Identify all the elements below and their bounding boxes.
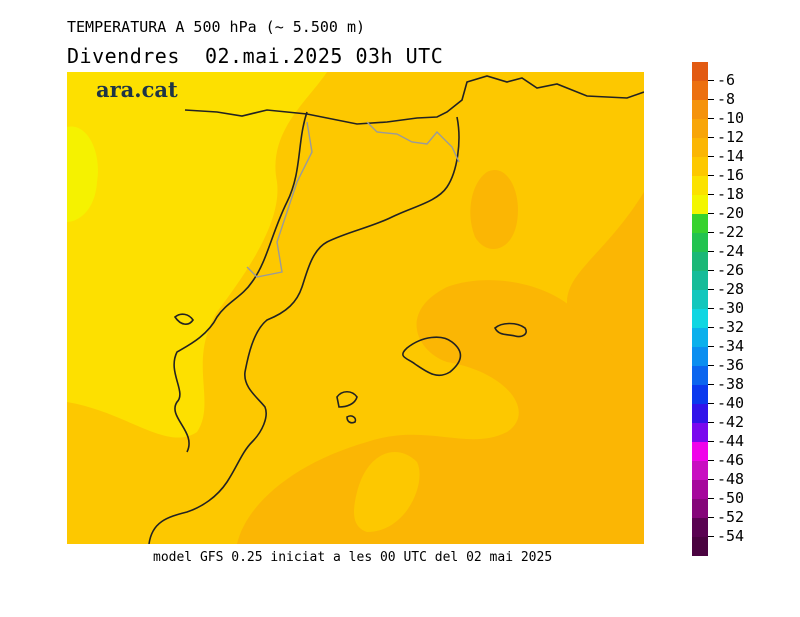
aracat-logo: ara.cat [96,77,178,102]
legend-swatch [692,195,708,214]
legend-swatch [692,138,708,157]
legend-swatch [692,290,708,309]
legend-label: -50 [708,489,744,508]
legend-swatch [692,518,708,537]
mallorca [402,336,462,377]
model-info: model GFS 0.25 iniciat a les 00 UTC del … [153,550,553,565]
legend-label: -12 [708,128,744,147]
legend-swatch [692,271,708,290]
legend-label: -46 [708,451,744,470]
legend-label: -18 [708,185,744,204]
legend-label: -32 [708,318,744,337]
legend-label: -24 [708,242,744,261]
legend-swatch [692,385,708,404]
legend-swatch [692,176,708,195]
legend-swatch [692,157,708,176]
legend-swatch [692,480,708,499]
legend-label: -38 [708,375,744,394]
ibiza [336,390,358,408]
legend-swatch [692,442,708,461]
legend-label: -6 [708,71,735,90]
temperature-map [67,72,644,544]
legend-swatch [692,461,708,480]
border-spain-france [366,121,460,163]
legend-swatch [692,404,708,423]
temp-field-ne-blob [470,170,518,249]
legend-label: -22 [708,223,744,242]
legend-swatch [692,119,708,138]
legend-swatches [692,62,708,556]
legend-label: -34 [708,337,744,356]
legend-label: -10 [708,109,744,128]
legend-swatch [692,100,708,119]
menorca [494,322,527,338]
legend-label: -26 [708,261,744,280]
legend-label: -30 [708,299,744,318]
legend-swatch [692,81,708,100]
temp-field-south [237,280,644,544]
coastline-catalonia [148,116,460,544]
legend-label: -48 [708,470,744,489]
legend-label: -42 [708,413,744,432]
legend-label: -20 [708,204,744,223]
border-andorra-aragon [246,121,313,278]
legend-swatch [692,309,708,328]
legend-swatch [692,214,708,233]
map-title: TEMPERATURA A 500 hPa (~ 5.500 m) [67,18,366,36]
legend-label: -52 [708,508,744,527]
border-aragon [173,111,308,453]
legend-label: -40 [708,394,744,413]
legend-swatch [692,62,708,81]
legend-label: -36 [708,356,744,375]
legend-label: -14 [708,147,744,166]
legend-swatch [692,366,708,385]
sardinia-hint [173,313,194,325]
legend-label: -54 [708,527,744,546]
legend-swatch [692,499,708,518]
temp-field-northwest [67,126,98,222]
legend-label: -16 [708,166,744,185]
legend-label: -44 [708,432,744,451]
legend-swatch [692,328,708,347]
legend-label: -8 [708,90,735,109]
temp-field-south-pocket [354,452,420,532]
map-date-line: Divendres 02.mai.2025 03h UTC [67,44,444,68]
legend-swatch [692,423,708,442]
legend-swatch [692,347,708,366]
legend-swatch [692,252,708,271]
formentera [346,415,357,424]
coastline-north [184,75,644,125]
legend-label: -28 [708,280,744,299]
legend-swatch-bottom [692,537,708,556]
legend-swatch [692,233,708,252]
temp-field-west [67,72,327,438]
